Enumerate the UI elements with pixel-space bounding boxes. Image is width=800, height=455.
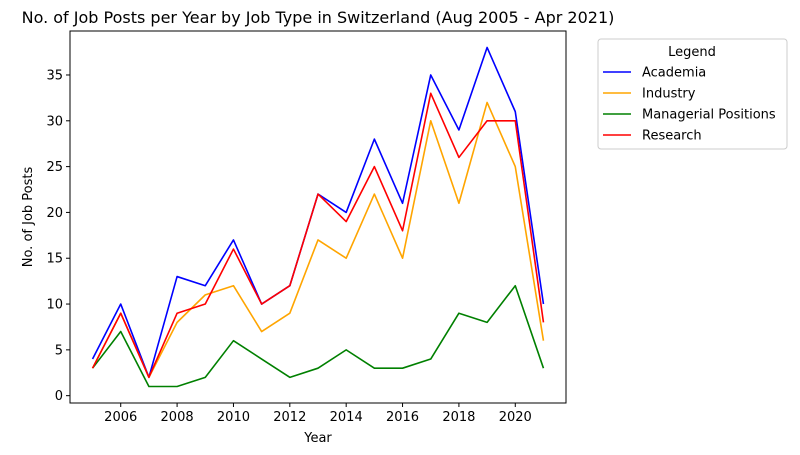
legend: Legend Academia Industry Managerial Positi… (597, 38, 788, 150)
x-tick-label: 2008 (161, 410, 194, 425)
y-tick-label: 5 (55, 343, 63, 358)
x-axis-label: Year (303, 431, 332, 446)
x-tick-label: 2018 (442, 410, 475, 425)
chart-title: No. of Job Posts per Year by Job Type in… (22, 8, 615, 27)
x-tick-label: 2010 (217, 410, 250, 425)
legend-box (597, 38, 788, 150)
plot-area: 2006 2008 2010 2012 2014 2016 2018 2020 0 5 10 15 20… (46, 30, 567, 425)
series-line-industry (91, 101, 545, 379)
legend-label-research: Research (642, 129, 702, 144)
series-line-research (91, 92, 545, 379)
legend-label-industry: Industry (642, 87, 696, 102)
x-tick-label: 2016 (386, 410, 419, 425)
plot-frame (69, 30, 567, 404)
legend-title: Legend (668, 45, 716, 60)
y-tick-label: 15 (46, 252, 63, 267)
y-tick-label: 10 (46, 298, 63, 313)
y-tick-label: 0 (55, 389, 63, 404)
x-tick-label: 2012 (273, 410, 306, 425)
x-tick-label: 2014 (330, 410, 363, 425)
y-tick-label: 25 (46, 160, 63, 175)
y-tick-label: 35 (46, 68, 63, 83)
y-tick-label: 30 (46, 114, 63, 129)
legend-label-managerial-positions: Managerial Positions (642, 108, 776, 123)
x-tick-label: 2020 (499, 410, 532, 425)
legend-label-academia: Academia (642, 66, 706, 81)
x-tick-label: 2006 (104, 410, 137, 425)
y-tick-label: 20 (46, 206, 63, 221)
series-line-academia (91, 46, 545, 379)
y-axis-label: No. of Job Posts (21, 167, 36, 268)
series-line-managerial-positions (91, 284, 545, 388)
